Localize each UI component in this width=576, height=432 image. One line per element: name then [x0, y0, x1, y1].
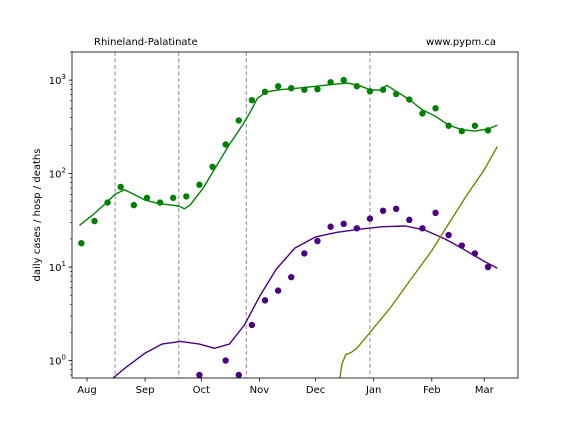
data-point: [301, 250, 308, 257]
data-point: [484, 263, 492, 271]
y-axis-label: daily cases / hosp / deaths: [32, 149, 43, 282]
x-tick-label: Dec: [306, 385, 325, 396]
data-point: [445, 122, 452, 129]
data-point: [301, 86, 308, 93]
series-line-3: [112, 225, 498, 379]
data-point: [104, 199, 111, 206]
data-point: [406, 216, 413, 224]
data-point: [314, 85, 321, 93]
data-point: [222, 141, 229, 148]
data-point: [366, 215, 374, 222]
data-point: [432, 209, 439, 217]
data-point: [261, 88, 269, 96]
data-point: [143, 194, 151, 202]
data-point: [235, 117, 242, 124]
data-point: [78, 239, 85, 247]
header-right: www.pypm.ca: [426, 37, 496, 48]
data-point: [91, 217, 98, 225]
data-point: [183, 193, 190, 200]
data-point: [248, 96, 256, 104]
data-point: [288, 84, 295, 92]
data-point: [169, 194, 177, 202]
data-point: [209, 163, 216, 171]
plot-frame: [71, 51, 519, 379]
data-point: [274, 287, 282, 294]
series-points: [78, 76, 492, 379]
data-point: [117, 183, 124, 191]
data-point: [130, 201, 138, 209]
data-point: [445, 231, 452, 239]
data-point: [353, 225, 361, 232]
x-tick-label: Oct: [193, 385, 210, 396]
y-tick-label: 102: [49, 167, 66, 181]
data-point: [196, 371, 203, 379]
data-point: [432, 105, 439, 112]
x-tick-label: Nov: [250, 385, 270, 396]
data-point: [314, 237, 321, 245]
series-line-4: [339, 146, 499, 379]
data-point: [392, 90, 400, 98]
data-point: [484, 127, 492, 134]
x-tick-label: Sep: [136, 385, 155, 396]
data-point: [222, 357, 229, 364]
y-tick-label: 101: [49, 260, 66, 274]
data-point: [379, 86, 387, 93]
data-point: [406, 96, 413, 103]
vertical-lines: [114, 52, 371, 378]
data-point: [274, 83, 282, 90]
data-point: [458, 127, 465, 135]
data-point: [288, 273, 295, 281]
data-point: [353, 83, 361, 90]
data-point: [340, 220, 347, 228]
y-tick-label: 100: [49, 354, 66, 368]
data-point: [379, 207, 387, 214]
data-point: [471, 122, 479, 129]
x-tick-label: Mar: [475, 385, 495, 396]
data-point: [235, 371, 242, 379]
data-point: [419, 225, 426, 232]
x-tick-label: Feb: [423, 385, 441, 396]
data-point: [471, 250, 479, 257]
x-tick-label: Aug: [77, 385, 97, 396]
y-tick-label: 103: [49, 73, 66, 87]
data-point: [392, 205, 400, 213]
header-left: Rhineland-Palatinate: [94, 37, 198, 48]
x-tick-label: Jan: [365, 385, 381, 396]
data-point: [261, 297, 269, 304]
data-point: [340, 76, 347, 84]
data-point: [248, 321, 256, 329]
data-point: [327, 223, 334, 230]
data-point: [419, 110, 426, 117]
data-point: [156, 199, 164, 206]
data-point: [458, 242, 465, 249]
data-point: [327, 79, 334, 86]
data-point: [196, 181, 203, 188]
data-point: [366, 88, 374, 95]
